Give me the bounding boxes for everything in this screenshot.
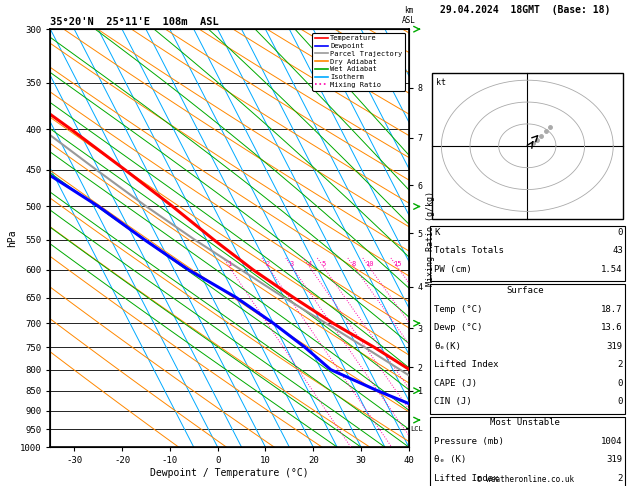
- Bar: [430, 284, 625, 414]
- Text: 13.6: 13.6: [601, 323, 623, 332]
- Text: CAPE (J): CAPE (J): [434, 379, 477, 388]
- Text: PW (cm): PW (cm): [434, 265, 472, 274]
- Text: 29.04.2024  18GMT  (Base: 18): 29.04.2024 18GMT (Base: 18): [440, 5, 610, 15]
- Text: 2: 2: [618, 474, 623, 483]
- Text: Surface: Surface: [506, 286, 544, 295]
- Text: 43: 43: [612, 246, 623, 256]
- Text: 15: 15: [393, 261, 401, 267]
- Text: Lifted Index: Lifted Index: [434, 474, 498, 483]
- Text: 10: 10: [365, 261, 374, 267]
- Text: K: K: [434, 228, 439, 237]
- Text: 5: 5: [321, 261, 326, 267]
- Text: 1004: 1004: [601, 437, 623, 446]
- Bar: [430, 226, 625, 281]
- Text: 319: 319: [606, 342, 623, 351]
- Text: © weatheronline.co.uk: © weatheronline.co.uk: [477, 474, 574, 484]
- Text: 0: 0: [618, 397, 623, 406]
- Legend: Temperature, Dewpoint, Parcel Trajectory, Dry Adiabat, Wet Adiabat, Isotherm, Mi: Temperature, Dewpoint, Parcel Trajectory…: [312, 33, 405, 90]
- Text: Pressure (mb): Pressure (mb): [434, 437, 504, 446]
- Text: 2: 2: [618, 360, 623, 369]
- Text: Temp (°C): Temp (°C): [434, 305, 482, 314]
- Text: 1.54: 1.54: [601, 265, 623, 274]
- Text: Most Unstable: Most Unstable: [490, 418, 560, 428]
- Text: 4: 4: [308, 261, 311, 267]
- Text: 319: 319: [606, 455, 623, 465]
- Text: Totals Totals: Totals Totals: [434, 246, 504, 256]
- Text: 0: 0: [618, 228, 623, 237]
- Bar: [431, 73, 623, 219]
- Text: 35°20'N  25°11'E  108m  ASL: 35°20'N 25°11'E 108m ASL: [50, 17, 219, 27]
- Text: 18.7: 18.7: [601, 305, 623, 314]
- X-axis label: Dewpoint / Temperature (°C): Dewpoint / Temperature (°C): [150, 468, 309, 478]
- Text: 2: 2: [266, 261, 270, 267]
- Text: 3: 3: [290, 261, 294, 267]
- Text: θₑ (K): θₑ (K): [434, 455, 466, 465]
- Text: 0: 0: [618, 379, 623, 388]
- Text: 1: 1: [227, 261, 231, 267]
- Text: Dewp (°C): Dewp (°C): [434, 323, 482, 332]
- Text: Lifted Index: Lifted Index: [434, 360, 498, 369]
- Text: kt: kt: [436, 78, 446, 87]
- Text: LCL: LCL: [410, 426, 423, 432]
- Bar: [430, 417, 625, 486]
- Text: 8: 8: [352, 261, 356, 267]
- Text: θₑ(K): θₑ(K): [434, 342, 461, 351]
- Text: CIN (J): CIN (J): [434, 397, 472, 406]
- Text: km
ASL: km ASL: [402, 5, 416, 25]
- Y-axis label: Mixing Ratio (g/kg): Mixing Ratio (g/kg): [426, 191, 435, 286]
- Y-axis label: hPa: hPa: [7, 229, 17, 247]
